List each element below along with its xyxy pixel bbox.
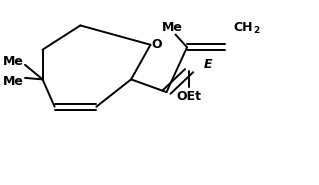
Text: O: O: [152, 38, 162, 51]
Text: CH: CH: [234, 21, 253, 34]
Text: E: E: [204, 58, 212, 71]
Text: Me: Me: [162, 21, 183, 34]
Text: Me: Me: [3, 55, 24, 68]
Text: OEt: OEt: [177, 90, 202, 103]
Text: Me: Me: [3, 75, 24, 88]
Text: 2: 2: [253, 26, 260, 35]
